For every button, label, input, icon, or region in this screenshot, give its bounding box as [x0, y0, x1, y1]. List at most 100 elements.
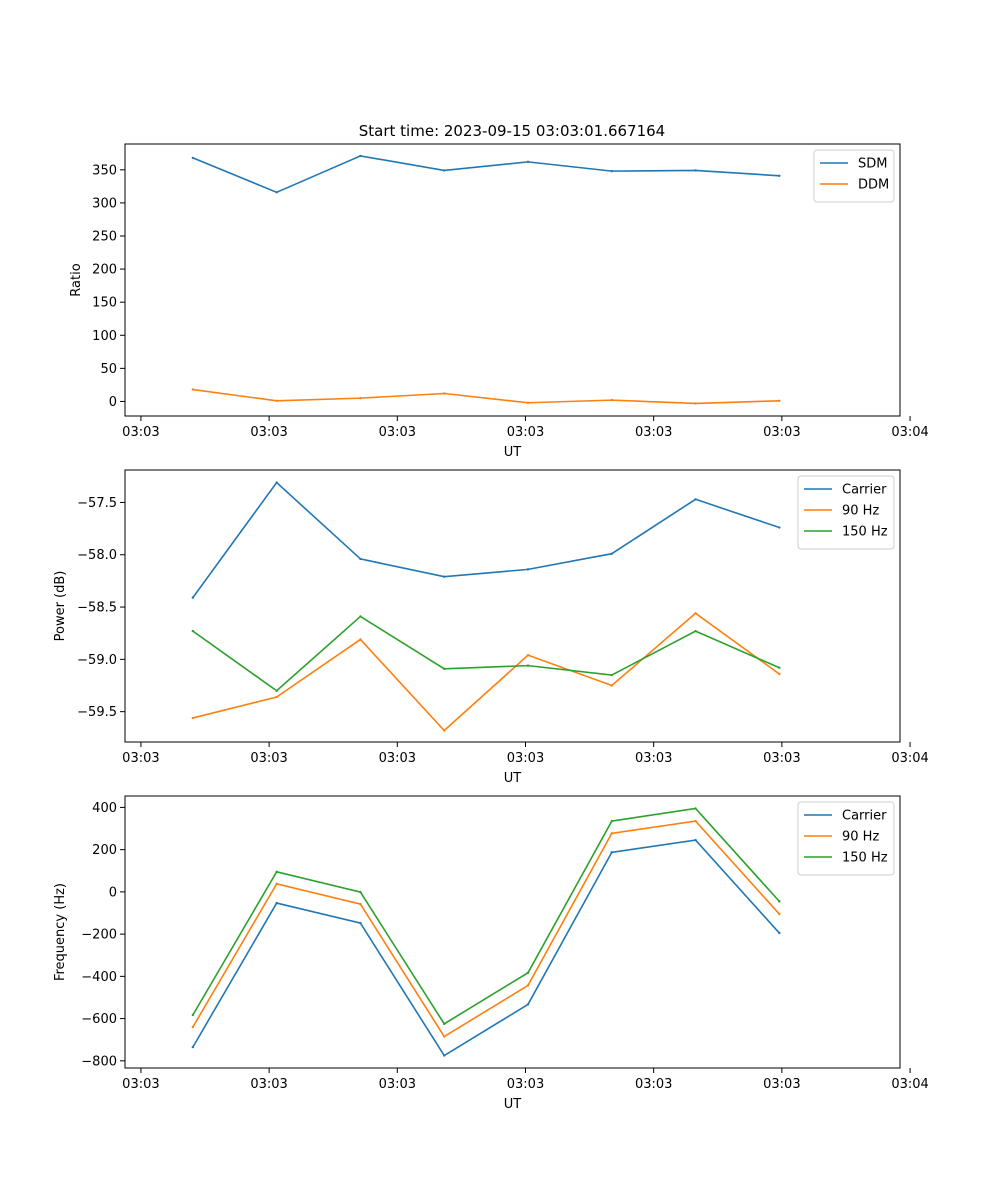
frequency-data-point-carrier	[526, 1003, 530, 1006]
power-x-tick-label: 03:03	[635, 751, 672, 766]
power-x-tick-label: 03:03	[379, 751, 416, 766]
ratio-panel: 03:03 03:03 03:03 03:03 03:03 03:03 03:04 0 50 10…	[69, 143, 929, 460]
ratio-y-tick-label: 300	[92, 196, 117, 211]
ratio-data-point-sdm	[694, 169, 697, 172]
power-data-point-150-hz	[275, 689, 278, 692]
frequency-x-tick-label: 03:04	[891, 1077, 928, 1092]
power-data-point-90-hz	[443, 729, 446, 732]
frequency-data-point-carrier	[443, 1054, 446, 1057]
frequency-x-tick-label: 03:03	[763, 1077, 800, 1092]
power-series-line-90-hz	[192, 612, 780, 732]
frequency-x-tick-label: 03:03	[507, 1077, 544, 1092]
ratio-data-point-ddm	[694, 402, 697, 405]
frequency-data-point-150-hz	[359, 890, 362, 894]
ratio-x-tick-label: 03:03	[250, 425, 287, 440]
frequency-data-point-90-hz	[191, 1025, 195, 1029]
power-y-axis-label: Power (dB)	[53, 571, 68, 642]
ratio-y-tick-label: 250	[92, 229, 117, 244]
power-x-tick-label: 03:03	[122, 751, 159, 766]
frequency-y-tick-label: −600	[81, 1012, 117, 1027]
power-data-point-carrier	[610, 552, 613, 555]
frequency-x-tick-label: 03:03	[122, 1077, 159, 1092]
frequency-data-point-150-hz	[610, 819, 613, 823]
frequency-panel: 03:03 03:03 03:03 03:03 03:03 03:03 03:04 −800 −…	[53, 795, 929, 1112]
ratio-data-point-sdm	[610, 169, 613, 173]
frequency-y-axis-label: Frequency (Hz)	[53, 883, 68, 981]
frequency-data-point-90-hz	[275, 882, 278, 886]
frequency-data-point-carrier	[610, 851, 613, 854]
frequency-data-point-90-hz	[443, 1035, 446, 1038]
frequency-y-tick-label: −800	[81, 1054, 117, 1069]
frequency-data-point-150-hz	[526, 971, 530, 974]
ratio-legend: SDM DDM	[813, 149, 895, 203]
ratio-y-tick-label: 350	[92, 163, 117, 178]
ratio-data-point-ddm	[359, 396, 362, 400]
power-y-tick-label: −59.0	[77, 653, 117, 668]
ratio-y-tick-label: 200	[92, 263, 117, 278]
power-data-point-90-hz	[526, 653, 530, 657]
frequency-data-point-carrier	[191, 1045, 195, 1049]
ratio-data-point-sdm	[359, 154, 362, 158]
ratio-x-tick-label: 03:03	[507, 425, 544, 440]
frequency-data-point-90-hz	[359, 902, 362, 906]
frequency-y-tick-label: 200	[92, 843, 117, 858]
ratio-y-axis-label: Ratio	[69, 263, 84, 296]
power-series-line-150-hz	[192, 615, 780, 692]
ratio-legend-label: SDM	[858, 157, 887, 172]
frequency-legend: Carrier 90 Hz 150 Hz	[797, 801, 895, 876]
frequency-legend-label: 90 Hz	[842, 830, 879, 845]
ratio-data-point-ddm	[526, 401, 530, 404]
power-x-tick-label: 03:04	[891, 751, 928, 766]
frequency-data-point-150-hz	[694, 807, 697, 810]
ratio-data-point-ddm	[191, 388, 195, 391]
frequency-series-line-carrier	[192, 839, 780, 1057]
ratio-data-point-sdm	[443, 169, 446, 172]
power-x-tick-label: 03:03	[763, 751, 800, 766]
power-x-tick-label: 03:03	[250, 751, 287, 766]
power-data-point-carrier	[526, 568, 530, 571]
frequency-plot-frame	[124, 795, 901, 1069]
frequency-y-tick-label: 400	[92, 801, 117, 816]
frequency-data-point-90-hz	[610, 832, 613, 835]
frequency-y-tick-label: −200	[81, 928, 117, 943]
power-data-point-90-hz	[191, 716, 195, 720]
power-data-point-90-hz	[778, 672, 781, 676]
frequency-data-point-150-hz	[191, 1013, 195, 1017]
power-legend-label: 90 Hz	[842, 504, 879, 519]
frequency-data-point-carrier	[778, 931, 781, 935]
ratio-y-tick-label: 50	[100, 362, 117, 377]
power-legend: Carrier 90 Hz 150 Hz	[797, 475, 895, 550]
frequency-data-point-carrier	[275, 901, 278, 905]
figure-title: Start time: 2023-09-15 03:03:01.667164	[359, 122, 665, 140]
frequency-x-tick-label: 03:03	[379, 1077, 416, 1092]
ratio-data-point-sdm	[275, 191, 278, 194]
ratio-data-point-ddm	[275, 399, 278, 402]
ratio-series-line-ddm	[192, 388, 780, 405]
power-plot-frame	[124, 469, 901, 743]
ratio-plot-frame	[124, 143, 901, 417]
power-data-point-150-hz	[526, 664, 530, 667]
frequency-data-point-150-hz	[778, 900, 781, 903]
power-data-point-150-hz	[191, 629, 195, 633]
power-data-point-carrier	[191, 596, 195, 599]
power-y-tick-label: −58.0	[77, 548, 117, 563]
frequency-series-line-90-hz	[192, 820, 780, 1038]
power-legend-label: 150 Hz	[842, 525, 888, 540]
frequency-data-point-carrier	[359, 921, 362, 925]
ratio-data-point-sdm	[778, 174, 781, 177]
frequency-x-tick-label: 03:03	[250, 1077, 287, 1092]
ratio-y-tick-label: 0	[109, 395, 117, 410]
frequency-legend-label: 150 Hz	[842, 851, 888, 866]
frequency-data-point-90-hz	[526, 984, 530, 987]
ratio-data-point-ddm	[610, 398, 613, 402]
power-data-point-150-hz	[610, 673, 613, 677]
power-data-point-carrier	[359, 557, 362, 561]
ratio-legend-label: DDM	[858, 178, 889, 193]
power-data-point-90-hz	[694, 612, 697, 615]
ratio-data-point-sdm	[526, 160, 530, 164]
power-y-tick-label: −57.5	[77, 496, 117, 511]
ratio-x-tick-label: 03:03	[763, 425, 800, 440]
ratio-x-tick-label: 03:04	[891, 425, 928, 440]
frequency-data-point-150-hz	[443, 1022, 446, 1026]
